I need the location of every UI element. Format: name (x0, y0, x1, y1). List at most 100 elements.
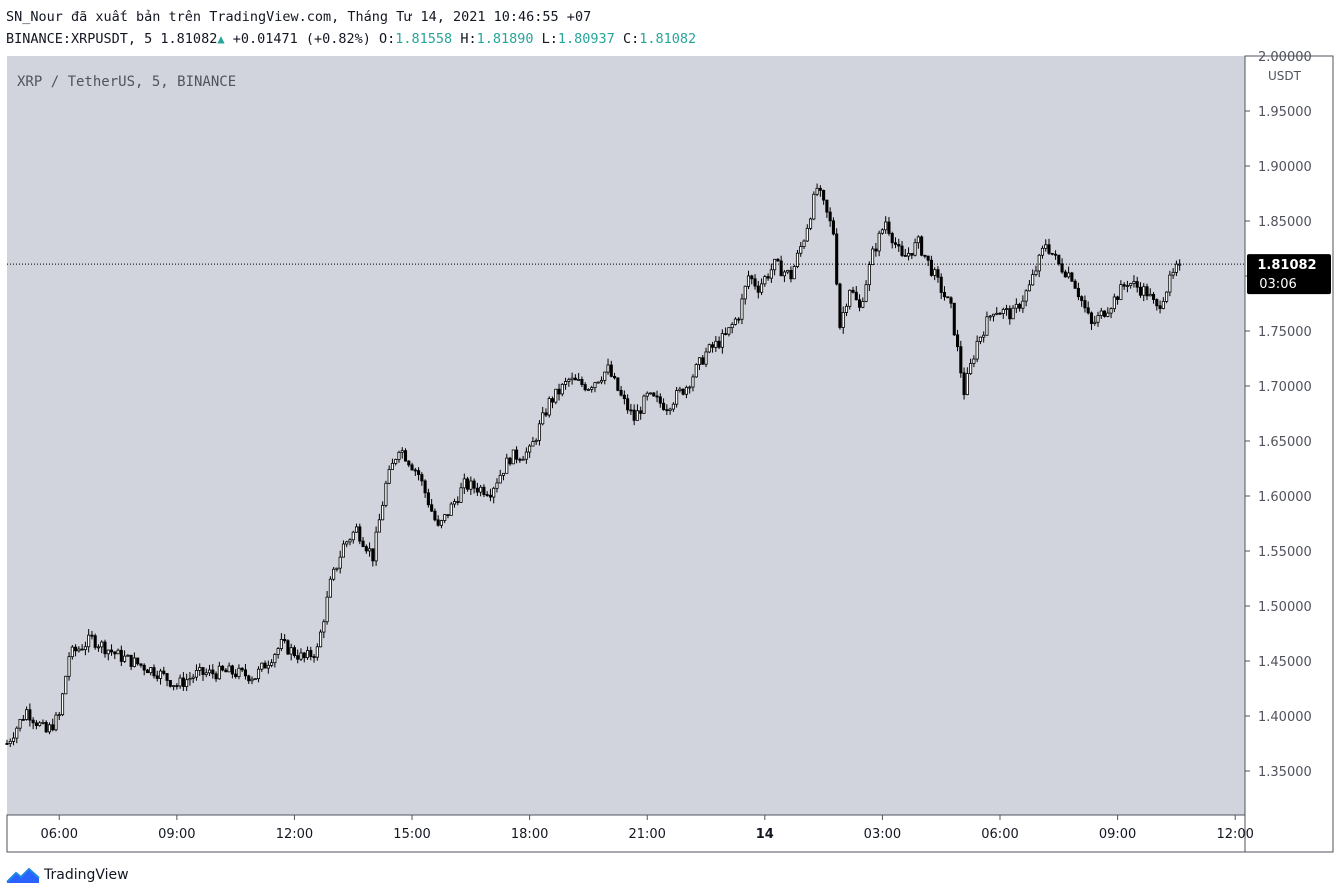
candle-body (573, 377, 577, 381)
candle-body (564, 381, 568, 385)
candle-body (946, 296, 950, 299)
candle-body (1063, 271, 1067, 278)
candle-body (70, 646, 74, 658)
price-axis[interactable] (1244, 55, 1334, 853)
candle-body (1151, 293, 1156, 300)
candle-body (145, 669, 150, 674)
candle-body (949, 297, 953, 304)
candle-body (776, 258, 780, 262)
candle-body (253, 678, 257, 681)
candle-body (782, 271, 786, 277)
candle-body (658, 396, 662, 404)
candle-body (515, 449, 519, 460)
candle-body (31, 719, 35, 724)
candle-body (240, 667, 244, 671)
candle-body (874, 248, 878, 252)
candle-body (449, 503, 453, 516)
candle-body (662, 402, 666, 411)
open-value: 1.81558 (395, 31, 453, 47)
up-arrow-icon: ▲ (217, 32, 225, 46)
time-tick-label: 18:00 (511, 827, 548, 842)
candle-body (364, 546, 368, 552)
candle-body (475, 487, 479, 493)
candle-body (403, 450, 408, 462)
candle-body (521, 458, 525, 461)
candle-body (417, 470, 421, 475)
candle-body (221, 665, 225, 671)
candle-body (603, 371, 607, 381)
time-tick-label: 21:00 (628, 827, 665, 842)
time-tick-label: 15:00 (393, 827, 430, 842)
candle-body (1070, 272, 1074, 282)
candle-body (106, 649, 110, 655)
candle-body (671, 403, 675, 410)
candle-body (1047, 244, 1051, 254)
candle-body (430, 504, 434, 512)
candle-body (1106, 312, 1110, 317)
candle-body (485, 494, 489, 496)
low-value: 1.80937 (557, 31, 615, 47)
candle-body (361, 540, 365, 547)
candle-body (1155, 299, 1159, 307)
time-axis[interactable] (6, 814, 1246, 853)
open-label: O: (379, 31, 396, 47)
candle-body (544, 412, 548, 416)
tradingview-brand: TradingView (44, 867, 129, 883)
candle-body (374, 531, 378, 562)
candle-body (466, 478, 470, 490)
candle-body (394, 459, 398, 464)
candle-body (214, 673, 218, 680)
candle-body (181, 677, 185, 687)
candle-body (1158, 305, 1162, 309)
candle-body (1057, 254, 1061, 265)
price-tick-label: 1.55000 (1258, 545, 1312, 560)
candle-body (913, 242, 917, 256)
candle-body (462, 478, 466, 489)
candle-body (165, 673, 169, 681)
tradingview-logo[interactable]: TradingView (6, 866, 129, 884)
candle-body (1122, 284, 1126, 287)
candle-body (900, 245, 904, 256)
candle-body (1001, 308, 1005, 314)
change-text: +0.01471 (+0.82%) (224, 31, 379, 47)
candle-body (377, 519, 381, 533)
candle-body (763, 276, 767, 285)
time-ticks: 06:00 09:00 12:00 15:00 18:00 21:00 14 03:00 06:… (41, 815, 1254, 842)
candle-body (299, 652, 303, 660)
chart-title: XRP / TetherUS, 5, BINANCE (17, 74, 236, 90)
candle-body (25, 709, 29, 720)
high-label: H: (460, 31, 477, 47)
candle-body (273, 654, 277, 664)
chart-pane[interactable] (7, 56, 1245, 815)
candle-body (113, 651, 117, 655)
candle-body (717, 340, 721, 348)
time-tick-label: 06:00 (41, 827, 78, 842)
candle-body (11, 737, 16, 742)
candle-body (1050, 252, 1054, 255)
candle-body (756, 285, 760, 293)
candle-body (841, 312, 845, 328)
candle-body (469, 480, 473, 490)
candle-body (665, 409, 669, 412)
candle-body (733, 318, 737, 325)
candle-body (194, 670, 198, 678)
candle-body (936, 269, 940, 278)
candle-body (1171, 271, 1175, 276)
candle-body (524, 451, 528, 460)
candle-body (492, 487, 496, 498)
candle-body (96, 646, 101, 649)
candle-body (684, 386, 688, 395)
candle-body (501, 472, 506, 476)
candle-body (982, 334, 986, 338)
time-tick-label: 03:00 (864, 827, 901, 842)
candle-body (371, 548, 375, 562)
price-tick-label: 1.40000 (1258, 710, 1312, 725)
candle-body (720, 333, 724, 348)
candle-body (270, 662, 274, 666)
candle-body (635, 410, 639, 421)
candle-body (648, 392, 653, 395)
candle-body (884, 221, 888, 231)
candle-body (64, 675, 68, 695)
candle-body (511, 449, 515, 465)
